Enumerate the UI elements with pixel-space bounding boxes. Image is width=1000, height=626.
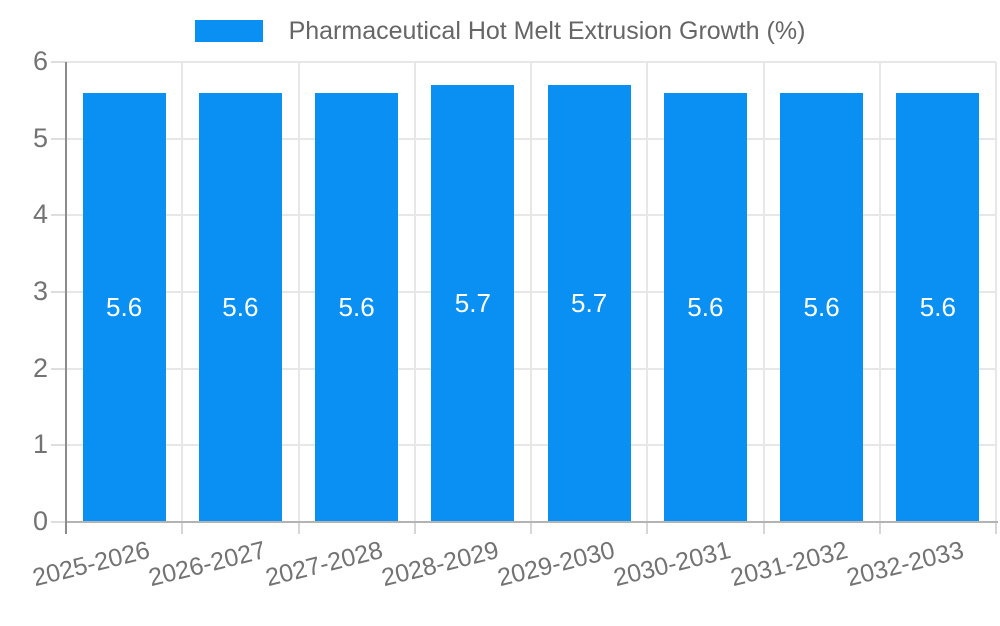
x-axis-tick [413, 522, 416, 534]
x-axis-line [66, 521, 998, 523]
bar[interactable]: 5.7 [547, 85, 631, 521]
y-axis-tick-label: 0 [32, 506, 48, 536]
x-axis-tick [530, 522, 532, 534]
y-axis-tick-label: 2 [32, 352, 48, 383]
x-axis-tick [297, 522, 300, 534]
v-gridline [878, 62, 881, 522]
plot-area: 5.6 5.6 5.6 5.7 5.7 5.6 5.6 5.6 [82, 85, 980, 521]
x-axis-tick-label: 2028-2029 [378, 536, 502, 593]
y-axis-tick-label: 3 [32, 276, 48, 306]
x-axis-tick-label: 2032-2033 [843, 536, 967, 593]
v-gridline [530, 62, 532, 522]
legend[interactable]: Pharmaceutical Hot Melt Extrusion Growth… [0, 18, 1000, 44]
y-axis-tick [51, 291, 66, 293]
x-axis-tick [762, 522, 765, 534]
bar[interactable]: 5.6 [198, 92, 282, 521]
v-gridline [297, 62, 300, 522]
bar[interactable]: 5.6 [663, 92, 747, 521]
y-axis-tick-label: 1 [32, 429, 48, 460]
y-axis-tick-label: 5 [32, 122, 48, 153]
x-axis-tick [181, 522, 184, 534]
bar-value-label: 5.6 [803, 291, 840, 322]
x-axis-tick [646, 522, 649, 534]
bar[interactable]: 5.6 [315, 92, 399, 521]
x-axis-tick-label: 2027-2028 [262, 536, 386, 593]
v-gridline [413, 62, 416, 522]
legend-swatch[interactable] [194, 20, 263, 42]
legend-label[interactable]: Pharmaceutical Hot Melt Extrusion Growth… [288, 17, 806, 45]
y-axis-tick [51, 214, 66, 217]
y-axis-tick [51, 367, 66, 370]
y-axis-tick [51, 444, 66, 447]
v-gridline [181, 62, 184, 522]
v-gridline [762, 62, 765, 522]
bar-value-label: 5.6 [106, 291, 143, 322]
bar-chart[interactable]: Pharmaceutical Hot Melt Extrusion Growth… [0, 0, 1000, 600]
bar-value-label: 5.6 [687, 291, 724, 322]
y-axis-tick-label: 6 [32, 46, 48, 76]
x-axis-tick-label: 2030-2031 [611, 536, 734, 593]
bar-value-label: 5.7 [454, 288, 491, 318]
y-axis-tick-label: 4 [32, 199, 48, 230]
v-gridline [995, 62, 997, 522]
y-axis-tick [51, 137, 66, 140]
x-axis-tick [995, 522, 997, 534]
bar-value-label: 5.6 [222, 291, 259, 322]
bar[interactable]: 5.6 [82, 92, 166, 521]
bar-value-label: 5.6 [338, 291, 375, 322]
x-axis-tick [878, 522, 881, 534]
y-axis-tick [51, 521, 66, 523]
x-axis-tick [65, 522, 67, 534]
bar[interactable]: 5.6 [780, 92, 864, 521]
v-gridline [646, 62, 649, 522]
x-axis-tick-label: 2025-2026 [29, 536, 153, 593]
bar-value-label: 5.7 [571, 288, 608, 318]
x-axis-tick-label: 2029-2030 [494, 536, 618, 593]
x-axis-tick-label: 2031-2032 [727, 536, 851, 593]
x-axis-tick-label: 2026-2027 [146, 536, 269, 593]
y-axis-line [65, 62, 67, 534]
bar-value-label: 5.6 [919, 291, 956, 322]
y-axis-tick [51, 61, 66, 63]
bar[interactable]: 5.6 [896, 92, 980, 521]
bar[interactable]: 5.7 [431, 85, 515, 521]
h-gridline [66, 61, 996, 63]
